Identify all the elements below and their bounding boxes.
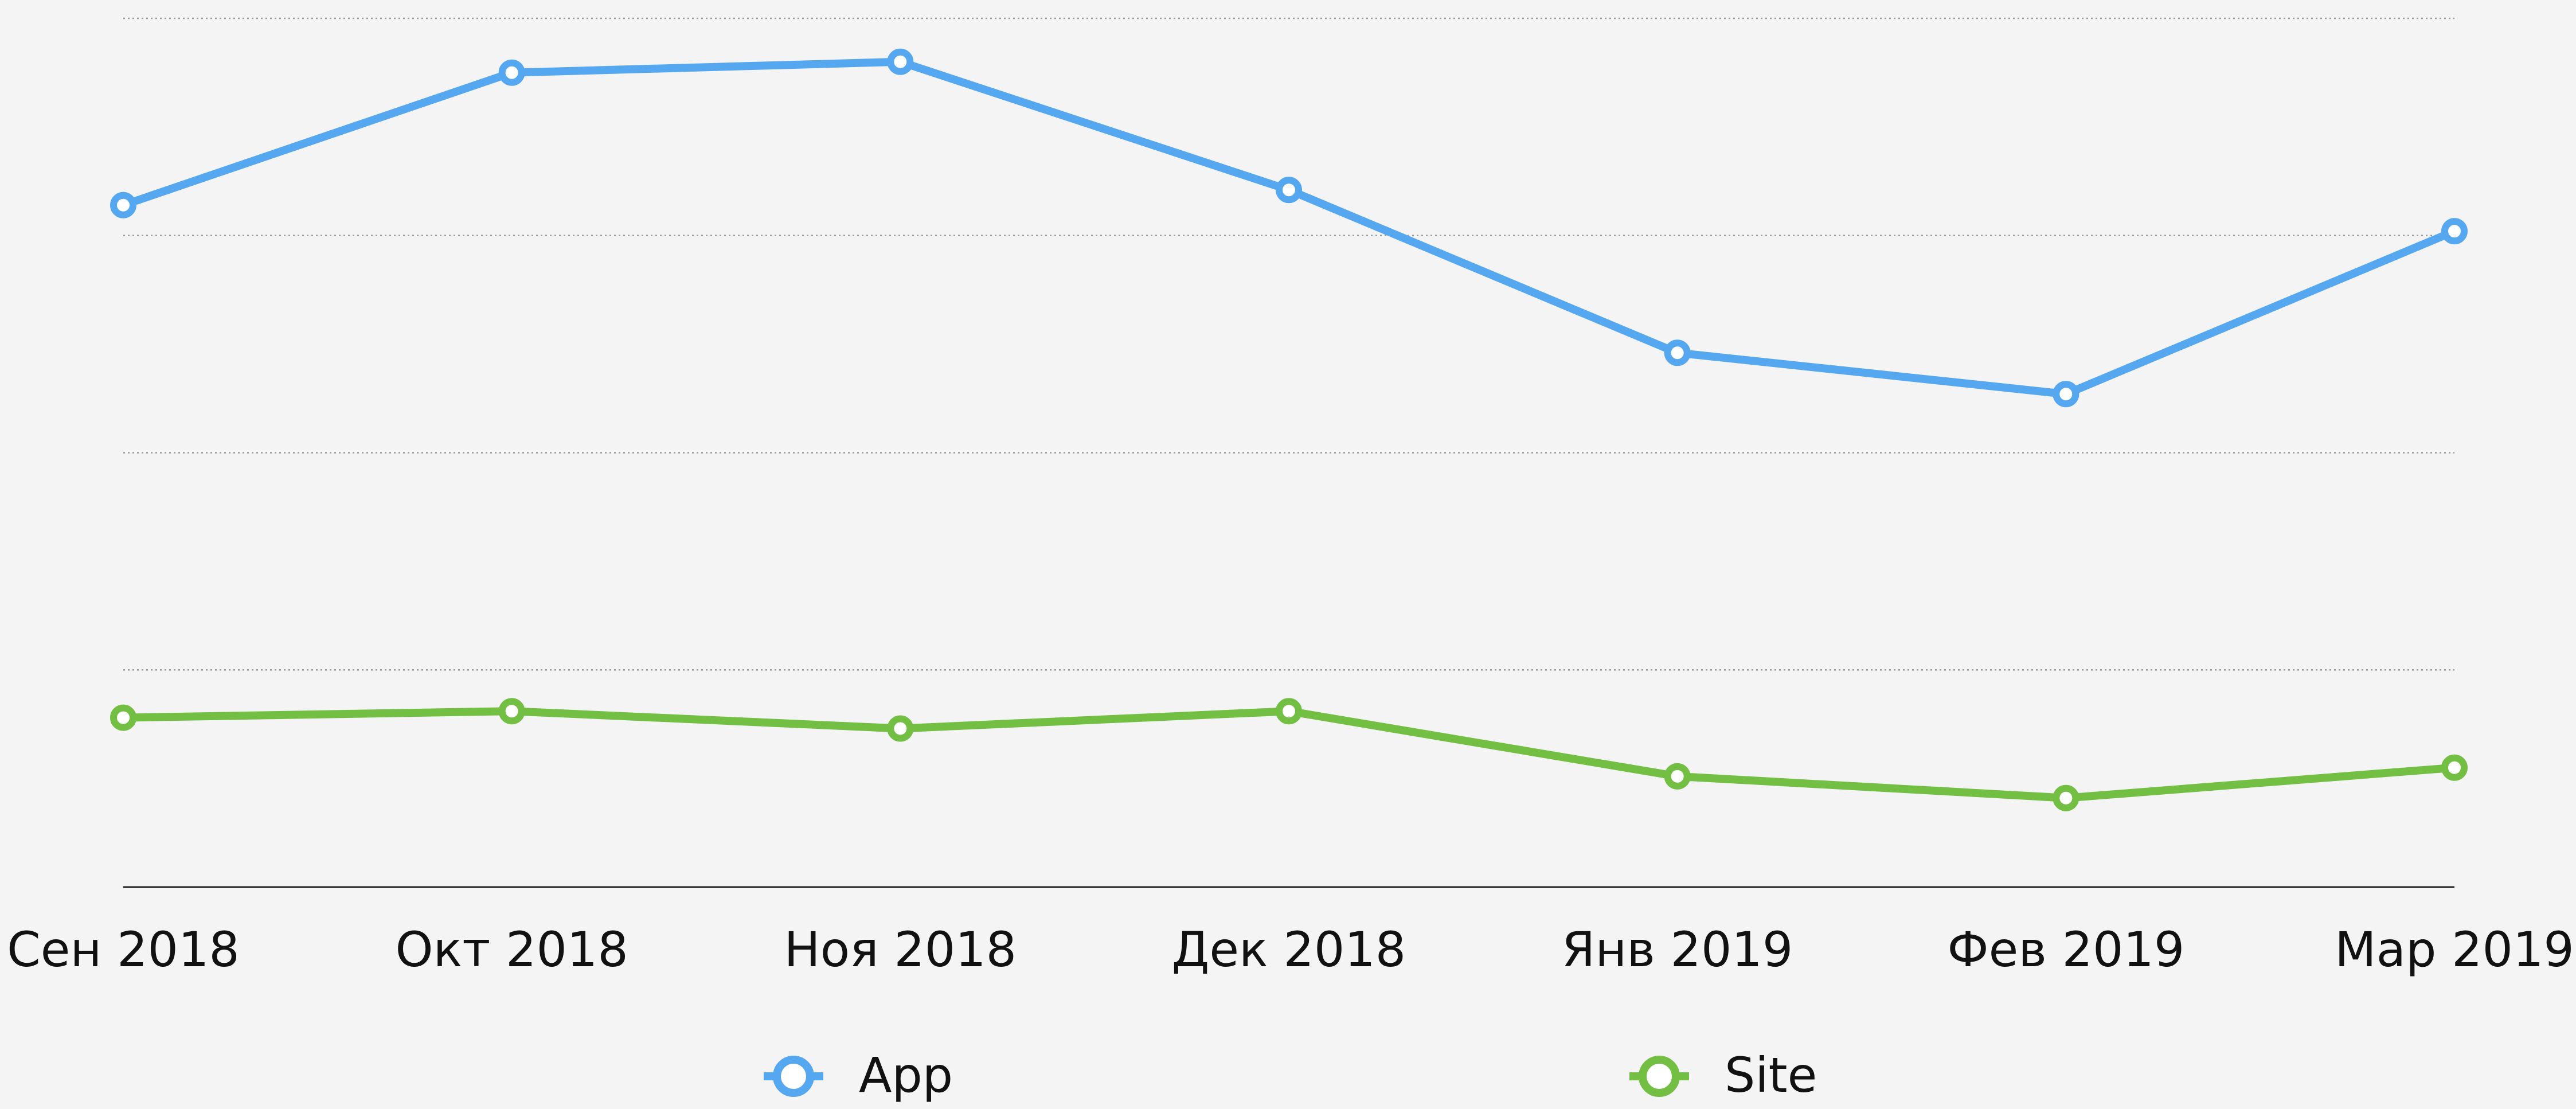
legend-label: App	[859, 1047, 953, 1103]
point-marker	[2441, 754, 2468, 781]
x-tick-label: Дек 2018	[1172, 921, 1406, 978]
legend-item: App	[764, 1047, 953, 1103]
point-marker	[1664, 763, 1691, 790]
legend-marker	[1639, 1056, 1680, 1097]
point-marker	[887, 715, 914, 742]
point-marker	[110, 704, 136, 731]
x-tick-label: Ноя 2018	[784, 921, 1017, 978]
x-tick-label: Окт 2018	[396, 921, 628, 978]
legend-marker	[773, 1056, 814, 1097]
x-tick-label: Сен 2018	[7, 921, 240, 978]
x-tick-label: Янв 2019	[1562, 921, 1793, 978]
point-marker	[498, 698, 525, 725]
legend-label: Site	[1725, 1047, 1817, 1103]
x-tick-label: Фев 2019	[1947, 921, 2184, 978]
point-marker	[2053, 381, 2079, 408]
point-marker	[2441, 218, 2468, 245]
point-marker	[2053, 784, 2079, 811]
point-marker	[1276, 177, 1302, 204]
point-marker	[498, 59, 525, 86]
point-marker	[1664, 339, 1691, 366]
point-marker	[110, 192, 136, 218]
point-marker	[887, 48, 914, 75]
legend-item: Site	[1629, 1047, 1817, 1103]
point-marker	[1276, 698, 1302, 725]
x-tick-label: Мар 2019	[2335, 921, 2574, 978]
